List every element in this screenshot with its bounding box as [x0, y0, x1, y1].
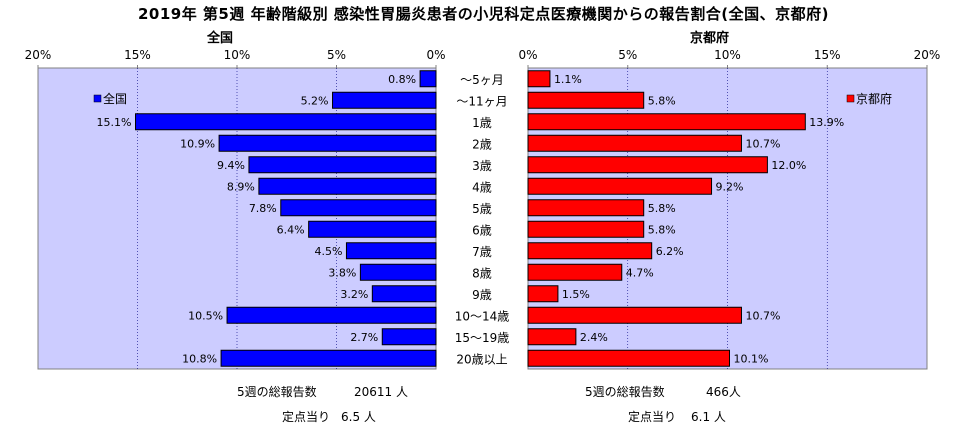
- national-tick-label: 5%: [327, 48, 346, 62]
- national-bar: [359, 263, 437, 281]
- national-data-label: 3.8%: [328, 266, 356, 279]
- kyoto-legend-swatch: [846, 94, 855, 103]
- kyoto-tick-label: 10%: [714, 48, 741, 62]
- national-data-label: 10.8%: [182, 352, 217, 365]
- category-label: 7歳: [472, 245, 492, 259]
- kyoto-data-label: 4.7%: [626, 266, 654, 279]
- chart-title: 2019年 第5週 年齢階級別 感染性胃腸炎患者の小児科定点医療機関からの報告割…: [137, 5, 830, 23]
- kyoto-data-label: 6.2%: [656, 245, 684, 258]
- kyoto-bar: [527, 306, 742, 324]
- category-label: 20歳以上: [456, 352, 507, 366]
- kyoto-bar: [527, 134, 742, 152]
- national-bar: [308, 220, 437, 238]
- national-tick-label: 10%: [224, 48, 251, 62]
- national-panel-title: 全国: [207, 31, 234, 46]
- kyoto-bar: [527, 220, 645, 238]
- national-data-label: 3.2%: [340, 288, 368, 301]
- national-bar: [248, 156, 437, 174]
- kyoto-bar: [527, 70, 551, 88]
- category-label: 1歳: [472, 116, 492, 130]
- national-bar: [345, 242, 437, 260]
- national-data-label: 10.9%: [180, 137, 215, 150]
- kyoto-per-site-label: 定点当り: [628, 410, 677, 424]
- national-bar: [419, 70, 437, 88]
- kyoto-data-label: 1.5%: [562, 288, 590, 301]
- kyoto-bar: [527, 263, 623, 281]
- kyoto-bar: [527, 199, 645, 217]
- kyoto-data-label: 5.8%: [648, 223, 676, 236]
- national-bar: [381, 328, 437, 346]
- national-bar: [280, 199, 437, 217]
- category-label: ～11ヶ月: [456, 94, 507, 108]
- kyoto-tick-label: 20%: [914, 48, 941, 62]
- category-label: 4歳: [472, 180, 492, 194]
- national-tick-label: 15%: [124, 48, 151, 62]
- national-data-label: 8.9%: [227, 180, 255, 193]
- national-bar: [218, 134, 437, 152]
- kyoto-per-site-value: 6.1 人: [691, 410, 726, 424]
- category-label: ～5ヶ月: [460, 73, 504, 87]
- national-bar: [332, 91, 437, 109]
- category-label: 8歳: [472, 266, 492, 280]
- category-label: 15～19歳: [455, 331, 510, 345]
- kyoto-bar: [527, 328, 577, 346]
- national-data-label: 0.8%: [388, 73, 416, 86]
- national-total-value: 20611 人: [354, 385, 408, 399]
- national-data-label: 9.4%: [217, 159, 245, 172]
- national-per-site-value: 6.5 人: [341, 410, 376, 424]
- national-bar: [258, 177, 437, 195]
- kyoto-bar: [527, 156, 768, 174]
- national-tick-label: 0%: [426, 48, 445, 62]
- national-data-label: 6.4%: [277, 223, 305, 236]
- kyoto-data-label: 13.9%: [809, 116, 844, 129]
- national-tick-label: 20%: [25, 48, 52, 62]
- kyoto-total-label: 5週の総報告数: [585, 385, 665, 399]
- national-data-label: 4.5%: [314, 245, 342, 258]
- kyoto-legend-label: 京都府: [856, 91, 892, 106]
- national-data-label: 10.5%: [188, 309, 223, 322]
- national-bar: [371, 285, 437, 303]
- kyoto-data-label: 9.2%: [716, 180, 744, 193]
- kyoto-data-label: 10.7%: [745, 309, 780, 322]
- kyoto-tick-label: 5%: [618, 48, 637, 62]
- kyoto-data-label: 5.8%: [648, 202, 676, 215]
- kyoto-bar: [527, 177, 713, 195]
- national-per-site-label: 定点当り: [282, 410, 331, 424]
- national-bar: [226, 306, 437, 324]
- national-data-label: 15.1%: [97, 116, 132, 129]
- category-label: 2歳: [472, 137, 492, 151]
- kyoto-data-label: 12.0%: [771, 159, 806, 172]
- national-data-label: 7.8%: [249, 202, 277, 215]
- kyoto-bar: [527, 91, 645, 109]
- kyoto-panel-title: 京都府: [690, 31, 730, 46]
- national-data-label: 2.7%: [350, 331, 378, 344]
- kyoto-tick-label: 15%: [814, 48, 841, 62]
- national-bar: [220, 349, 437, 367]
- kyoto-bar: [527, 285, 559, 303]
- kyoto-bar: [527, 113, 806, 131]
- national-legend-swatch: [93, 94, 102, 103]
- category-label: 9歳: [472, 288, 492, 302]
- kyoto-data-label: 10.1%: [733, 352, 768, 365]
- category-label: 5歳: [472, 202, 492, 216]
- kyoto-data-label: 2.4%: [580, 331, 608, 344]
- kyoto-tick-label: 0%: [518, 48, 537, 62]
- national-data-label: 5.2%: [301, 94, 329, 107]
- national-legend-label: 全国: [103, 91, 127, 106]
- category-label: 3歳: [472, 159, 492, 173]
- national-total-label: 5週の総報告数: [237, 385, 317, 399]
- category-label: 10～14歳: [455, 309, 510, 323]
- kyoto-total-value: 466人: [706, 385, 741, 399]
- national-bar: [135, 113, 437, 131]
- kyoto-bar: [527, 242, 653, 260]
- category-label: 6歳: [472, 223, 492, 237]
- kyoto-bar: [527, 349, 730, 367]
- kyoto-data-label: 10.7%: [745, 137, 780, 150]
- kyoto-data-label: 1.1%: [554, 73, 582, 86]
- kyoto-data-label: 5.8%: [648, 94, 676, 107]
